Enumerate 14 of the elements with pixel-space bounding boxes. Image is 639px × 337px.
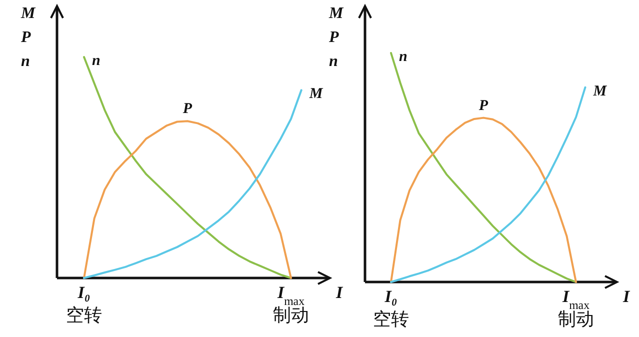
series-label: P: [182, 101, 193, 118]
x-axis-title: I: [622, 287, 631, 306]
series-label: M: [592, 83, 608, 100]
series-label: P: [478, 98, 489, 114]
x-tick-label: I₀ 空转: [373, 287, 409, 329]
x-tick-label: I$_{max}$ 制动: [273, 283, 309, 325]
series-label: n: [92, 53, 100, 69]
y-axis-title: M P n: [328, 5, 344, 70]
x-axis-title: I: [335, 283, 344, 302]
x-tick-label: I₀ 空转: [66, 283, 102, 325]
series-label: M: [308, 86, 324, 102]
series-label: n: [399, 49, 408, 65]
x-tick-label: I$_{max}$ 制动: [558, 287, 594, 329]
y-axis-title: M P n: [20, 5, 36, 70]
